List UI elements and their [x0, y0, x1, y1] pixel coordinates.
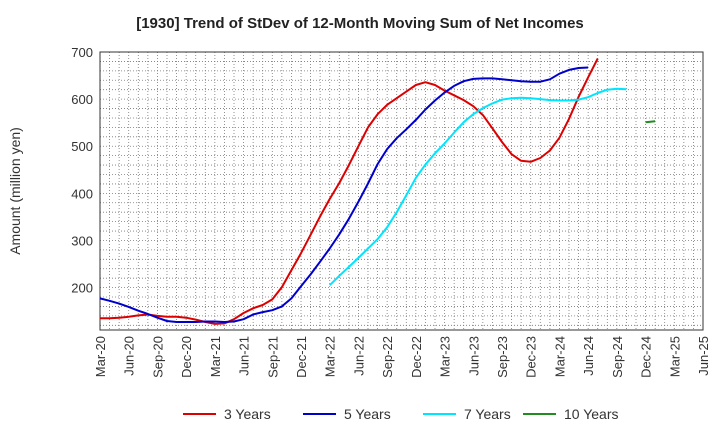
plot-frame: [99, 51, 704, 331]
x-tick-label: Jun-20: [122, 336, 137, 376]
series-line-7-years: [329, 87, 627, 286]
grid: [100, 52, 703, 330]
legend-label: 5 Years: [344, 406, 391, 422]
x-tick-label: Dec-24: [639, 336, 654, 378]
x-tick-label: Mar-23: [438, 336, 453, 377]
x-tick-label: Dec-20: [179, 336, 194, 378]
x-tick-label: Jun-22: [351, 336, 366, 376]
x-tick-label: Sep-23: [495, 336, 510, 378]
x-tick-label: Jun-23: [466, 336, 481, 376]
y-tick-label: 400: [71, 186, 93, 201]
x-tick-label: Dec-22: [409, 336, 424, 378]
x-tick-label: Mar-21: [208, 336, 223, 377]
chart-title: [1930] Trend of StDev of 12-Month Moving…: [136, 15, 584, 32]
x-tick-label: Sep-21: [265, 336, 280, 378]
axes: 200 300 400 500 600 700 Mar-20 Jun-20 Sep-20 Dec-…: [71, 45, 711, 378]
legend-label: 3 Years: [224, 406, 271, 422]
x-tick-label: Jun-25: [696, 336, 711, 376]
legend: 3 Years 5 Years 7 Years 10 Years: [183, 406, 619, 422]
x-tick-label: Mar-22: [323, 336, 338, 377]
x-tick-label: Dec-23: [524, 336, 539, 378]
x-tick-label: Sep-24: [610, 336, 625, 378]
y-tick-label: 200: [71, 281, 93, 296]
legend-label: 10 Years: [564, 406, 619, 422]
y-tick-label: 600: [71, 92, 93, 107]
x-tick-label: Jun-24: [581, 336, 596, 376]
x-tick-label: Sep-22: [380, 336, 395, 378]
y-tick-label: 700: [71, 45, 93, 60]
x-tick-label: Dec-21: [294, 336, 309, 378]
x-tick-label: Sep-20: [150, 336, 165, 378]
x-tick-label: Mar-25: [667, 336, 682, 377]
x-tick-label: Mar-24: [552, 336, 567, 377]
legend-label: 7 Years: [464, 406, 511, 422]
y-axis-label: Amount (million yen): [7, 127, 23, 255]
x-tick-label: Jun-21: [237, 336, 252, 376]
series-line-10-years: [645, 120, 656, 124]
series-line-5-years: [99, 66, 589, 323]
y-tick-label: 500: [71, 139, 93, 154]
y-tick-label: 300: [71, 233, 93, 248]
series-lines: [99, 58, 656, 325]
series-line-3-years: [100, 58, 599, 325]
x-tick-label: Mar-20: [93, 336, 108, 377]
